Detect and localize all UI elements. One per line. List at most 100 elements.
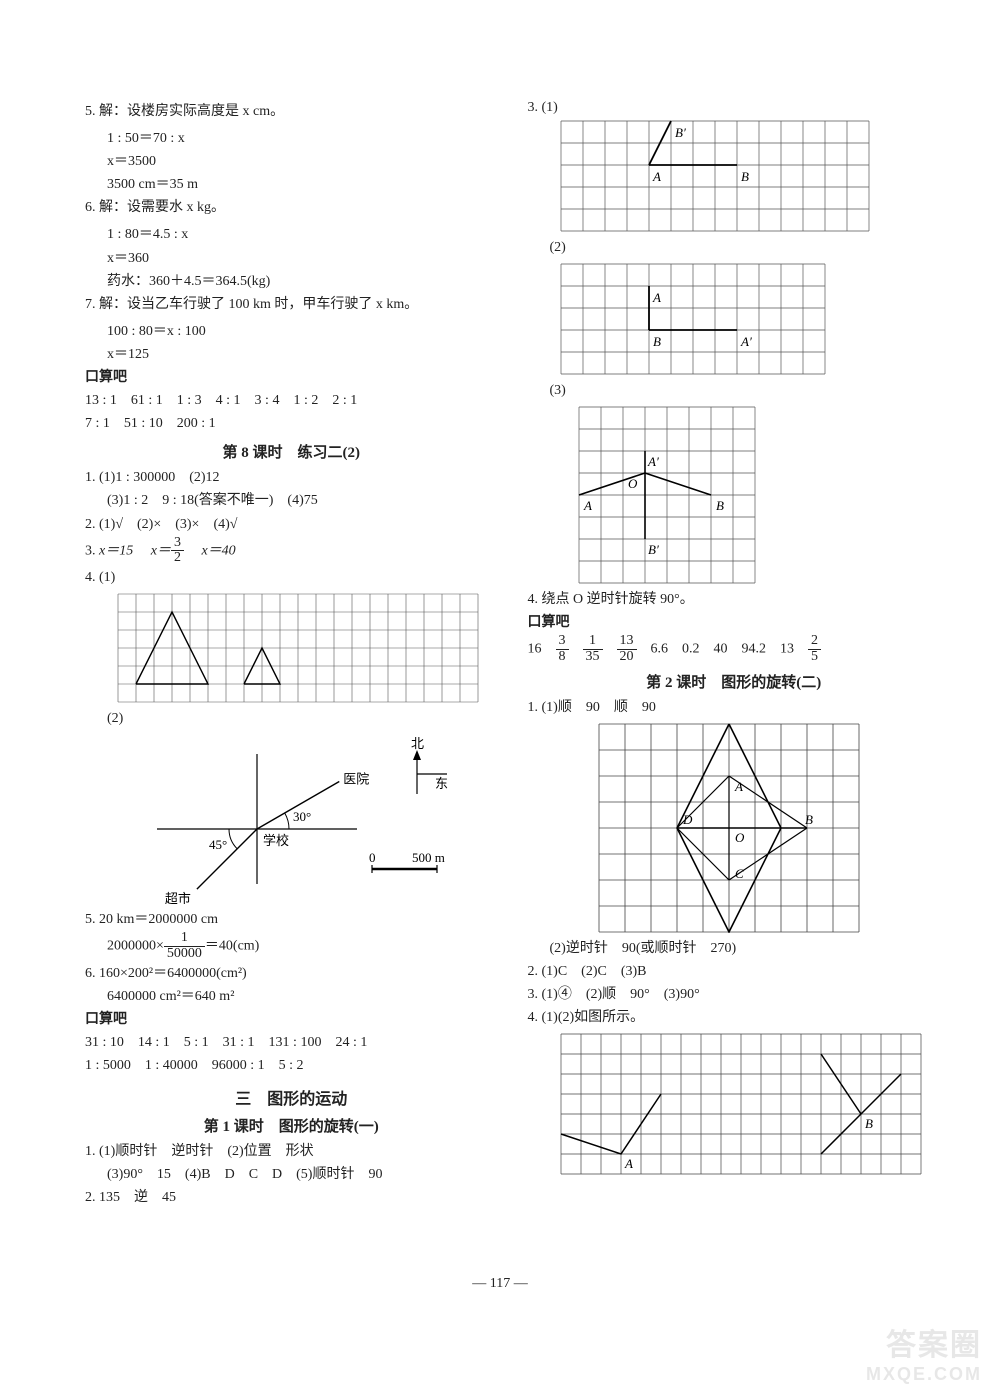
l8q1-line1: 1. (1)1 : 300000 (2)12 [85, 466, 498, 489]
grid-diagram-31: B′ A B [560, 120, 941, 232]
q6-eq2: x＝360 [85, 247, 498, 270]
svg-text:北: 北 [411, 736, 424, 751]
l2q1-line1: 1. (1)顺 90 顺 90 [528, 696, 941, 719]
svg-text:45°: 45° [209, 837, 227, 852]
r-ksb-items: 16 38 135 1320 6.6 0.2 40 94.2 13 25 [528, 634, 941, 664]
q7: 7. 解：设当乙车行驶了 100 km 时，甲车行驶了 x km。 [85, 293, 498, 316]
svg-text:A: A [652, 169, 661, 184]
l8q4-2: (2) 30°45°学校医院超市北东0500 m [85, 707, 498, 904]
l2q2: 2. (1)C (2)C (3)B [528, 960, 941, 983]
svg-text:A: A [583, 498, 592, 513]
svg-text:东: 东 [435, 776, 448, 791]
r-q2: 2. 135 逆 45 [85, 1186, 498, 1209]
l8q6-line2: 6400000 cm²＝640 m² [85, 985, 498, 1008]
r-q3-2: (2) ABA′ [528, 236, 941, 375]
svg-text:A: A [652, 290, 661, 305]
frac-3-2: 32 [171, 536, 184, 566]
q5-eq3: 3500 cm＝35 m [85, 173, 498, 196]
svg-text:500 m: 500 m [412, 850, 445, 865]
svg-text:B: B [716, 498, 724, 513]
compass-diagram: 30° 45° 学校 医院超市 北东 0 500 m [117, 734, 498, 904]
svg-text:O: O [735, 830, 745, 845]
page-number: — 117 — [0, 1276, 1000, 1292]
ksb-item-frac: 135 [583, 634, 603, 664]
ksb2-title: 口算吧 [85, 1008, 498, 1031]
l8q4: 4. (1) [85, 566, 498, 703]
q5-line1: 解：设楼房实际高度是 x cm。 [99, 104, 284, 119]
lesson8-title: 第 8 课时 练习二(2) [85, 441, 498, 462]
svg-text:B: B [653, 334, 661, 349]
watermark: 答案圈 MXQE.COM [866, 1320, 982, 1385]
svg-text:O: O [628, 476, 638, 491]
ksb-item-frac: 25 [808, 634, 821, 664]
grid-diagram-l2: A D O B C [598, 723, 941, 933]
svg-text:B′: B′ [648, 542, 659, 557]
u3l1q1-line1: 1. (1)顺时针 逆时针 (2)位置 形状 [85, 1140, 498, 1163]
ksb-item: 16 [528, 642, 542, 657]
grid-diagram-33: A′ O A B B′ [578, 406, 941, 584]
svg-text:A: A [734, 779, 743, 794]
svg-text:B′: B′ [675, 125, 686, 140]
svg-text:B: B [865, 1116, 873, 1131]
svg-text:A′: A′ [740, 334, 752, 349]
l2-grid: A D O B C [528, 723, 941, 933]
grid-diagram-41 [117, 593, 498, 703]
r-q3-3: (3) A′OABB′ [528, 379, 941, 584]
svg-text:C: C [735, 866, 744, 881]
svg-text:B: B [805, 812, 813, 827]
ksb2-line2: 1 : 5000 1 : 40000 96000 : 1 5 : 2 [85, 1054, 498, 1077]
unit3-title: 三 图形的运动 [85, 1085, 498, 1109]
q5-label: 5. [85, 104, 96, 119]
l2q4-grid: AB [528, 1033, 941, 1175]
q5-eq2: x＝3500 [85, 150, 498, 173]
r-q4: 4. 绕点 O 逆时针旋转 90°。 [528, 588, 941, 611]
l8q3: 3. x＝15 x＝32 x＝40 [85, 536, 498, 566]
ksb-item: 40 [714, 642, 728, 657]
l8q5-line1: 5. 20 km＝2000000 cm [85, 908, 498, 931]
ksb-item: 6.6 [651, 642, 669, 657]
q6: 6. 解：设需要水 x kg。 [85, 196, 498, 219]
l8q5-line2: 2000000×150000＝40(cm) [85, 931, 498, 961]
u3l1q1-line2: (3)90° 15 (4)B D C D (5)顺时针 90 [85, 1163, 498, 1186]
ksb-item: 94.2 [742, 642, 767, 657]
l8q2: 2. (1)√ (2)× (3)× (4)√ [85, 513, 498, 536]
svg-text:0: 0 [369, 850, 376, 865]
svg-text:医院: 医院 [343, 772, 369, 787]
l8q1-line2: (3)1 : 2 9 : 18(答案不唯一) (4)75 [85, 489, 498, 512]
r-ksb-title: 口算吧 [528, 611, 941, 634]
svg-text:超市: 超市 [165, 891, 191, 904]
q7-eq2: x＝125 [85, 343, 498, 366]
ksb-item-frac: 38 [556, 634, 569, 664]
q7-label: 7. [85, 297, 96, 312]
svg-text:B: B [741, 169, 749, 184]
q5: 5. 解：设楼房实际高度是 x cm。 [85, 100, 498, 123]
q6-eq3: 药水：360＋4.5＝364.5(kg) [85, 270, 498, 293]
svg-text:A: A [624, 1156, 633, 1171]
lesson1-title: 第 1 课时 图形的旋转(一) [85, 1115, 498, 1136]
ksb1-line1: 13 : 1 61 : 1 1 : 3 4 : 1 3 : 4 1 : 2 2 … [85, 389, 498, 412]
ksb1-line2: 7 : 1 51 : 10 200 : 1 [85, 412, 498, 435]
svg-text:D: D [682, 812, 693, 827]
grid-diagram-32: A B A′ [560, 263, 941, 375]
l2q4: 4. (1)(2)如图所示。 [528, 1006, 941, 1029]
ksb-item: 13 [780, 642, 794, 657]
r-q3-1: 3. (1) B′AB [528, 100, 941, 232]
ksb-item-frac: 1320 [617, 634, 637, 664]
q6-eq1: 1 : 80＝4.5 : x [85, 223, 498, 246]
q7-eq1: 100 : 80＝x : 100 [85, 320, 498, 343]
grid-diagram-l2q4: AB [560, 1033, 941, 1175]
q6-label: 6. [85, 200, 96, 215]
q5-eq1: 1 : 50＝70 : x [85, 127, 498, 150]
page: 5. 解：设楼房实际高度是 x cm。 1 : 50＝70 : x x＝3500… [0, 0, 1000, 1270]
svg-text:学校: 学校 [263, 833, 289, 848]
ksb1-title: 口算吧 [85, 366, 498, 389]
q7-line1: 解：设当乙车行驶了 100 km 时，甲车行驶了 x km。 [99, 297, 418, 312]
svg-text:A′: A′ [647, 454, 659, 469]
lesson2-title: 第 2 课时 图形的旋转(二) [528, 671, 941, 692]
l2q1-line2: (2)逆时针 90(或顺时针 270) [528, 937, 941, 960]
ksb-item: 0.2 [682, 642, 700, 657]
q6-line1: 解：设需要水 x kg。 [99, 200, 225, 215]
l2q3: 3. (1)④ (2)顺 90° (3)90° [528, 983, 941, 1006]
l8q6-line1: 6. 160×200²＝6400000(cm²) [85, 962, 498, 985]
svg-text:30°: 30° [293, 809, 311, 824]
